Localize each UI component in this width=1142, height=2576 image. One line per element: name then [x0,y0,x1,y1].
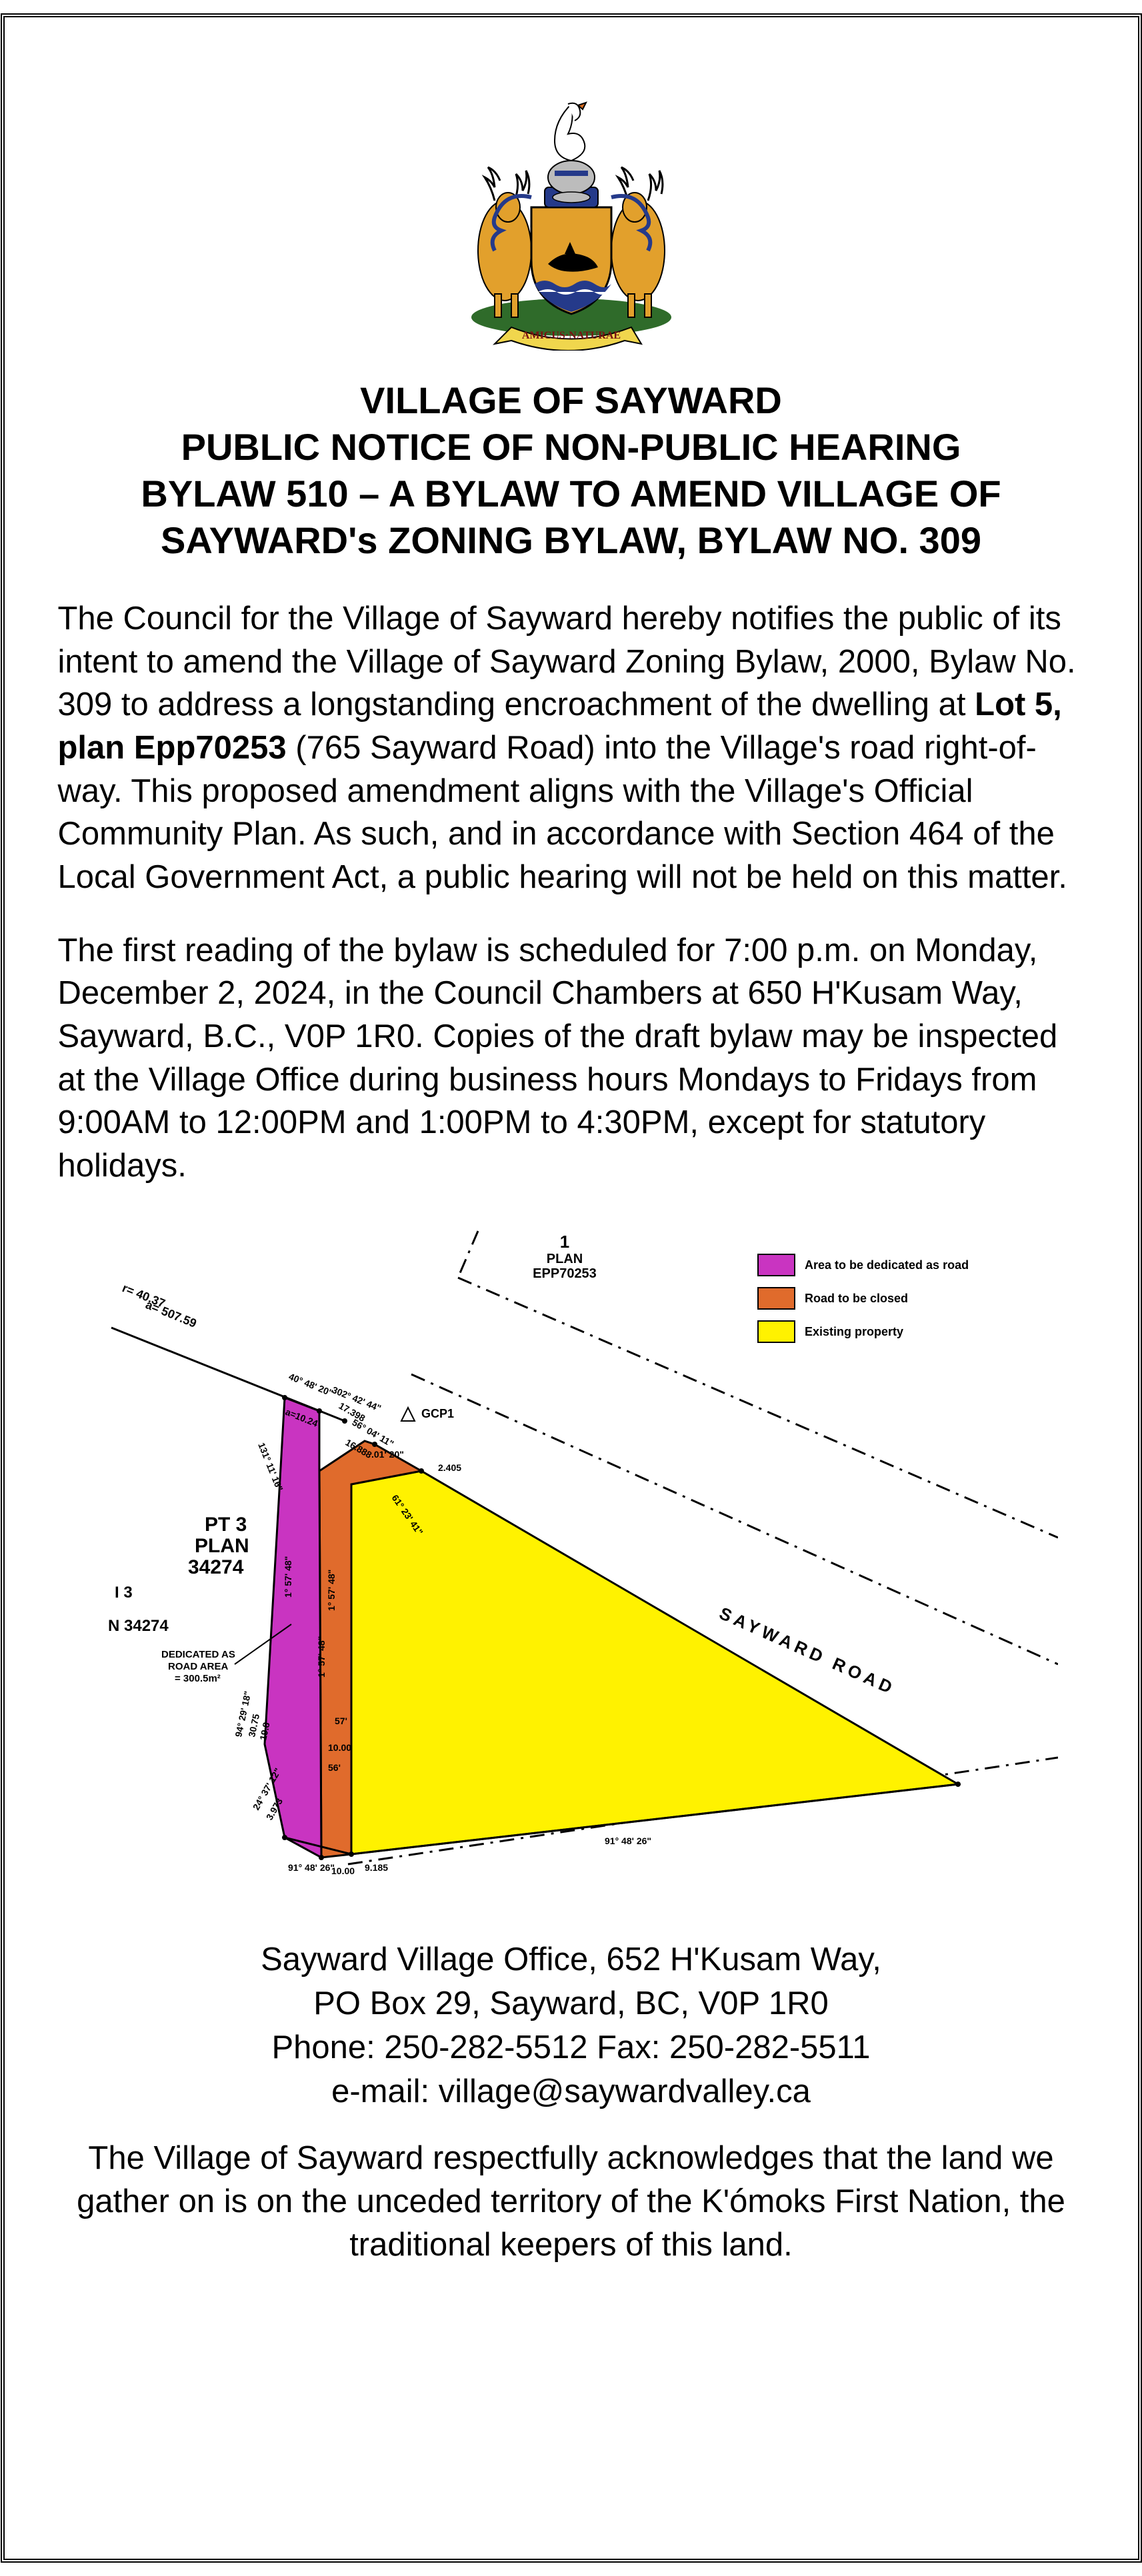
heading-line: SAYWARD's ZONING BYLAW, BYLAW NO. 309 [58,517,1085,564]
contact-line: e-mail: village@saywardvalley.ca [58,2069,1085,2113]
heading-line: BYLAW 510 – A BYLAW TO AMEND VILLAGE OF [58,471,1085,517]
svg-text:.01' 20": .01' 20" [371,1449,404,1460]
svg-text:91° 48' 26": 91° 48' 26" [605,1836,651,1846]
svg-text:40° 48' 20": 40° 48' 20" [287,1371,334,1398]
notice-document: AMICUS·NATURAE VILLAGE OF SAYWARD PUBLIC… [1,13,1142,2563]
n34274-label: N 34274 [108,1617,169,1635]
svg-text:PT 3: PT 3 [205,1514,247,1536]
svg-text:1° 57' 48": 1° 57' 48" [283,1556,293,1597]
village-crest-icon: AMICUS·NATURAE [448,64,695,351]
paragraph-1: The Council for the Village of Sayward h… [58,597,1085,899]
gcp1-marker [401,1408,415,1421]
svg-text:DEDICATED AS: DEDICATED AS [161,1649,235,1660]
pt3-label: PT 3 PLAN 34274 [188,1514,249,1578]
i3-label: I 3 [115,1584,133,1602]
svg-text:ROAD AREA: ROAD AREA [168,1661,228,1672]
heading-line: VILLAGE OF SAYWARD [58,377,1085,424]
svg-text:1: 1 [559,1232,569,1252]
crest-container: AMICUS·NATURAE [58,64,1085,351]
paragraph-2: The first reading of the bylaw is schedu… [58,929,1085,1188]
survey-map-diagram: Area to be dedicated as road Road to be … [85,1224,1058,1904]
svg-text:EPP70253: EPP70253 [533,1266,597,1281]
legend-closed-label: Road to be closed [805,1292,908,1305]
contact-line: PO Box 29, Sayward, BC, V0P 1R0 [58,1981,1085,2025]
svg-text:9.185: 9.185 [365,1862,388,1873]
heading-line: PUBLIC NOTICE OF NON-PUBLIC HEARING [58,424,1085,471]
legend-dedicated-label: Area to be dedicated as road [805,1258,969,1272]
dim-label: r= 40.37 [120,1281,167,1310]
gcp1-label: GCP1 [421,1407,454,1420]
legend-existing-label: Existing property [805,1325,903,1338]
svg-text:= 300.5m²: = 300.5m² [175,1673,221,1684]
para1-text: The Council for the Village of Sayward h… [58,601,1076,722]
svg-text:10.00: 10.00 [331,1866,355,1876]
svg-text:1° 57' 48": 1° 57' 48" [326,1569,337,1610]
svg-text:2.405: 2.405 [438,1462,461,1473]
svg-text:91° 48' 26": 91° 48' 26" [288,1862,335,1873]
svg-text:10.00: 10.00 [328,1742,351,1753]
survey-map-container: Area to be dedicated as road Road to be … [85,1224,1058,1904]
crest-motto: AMICUS·NATURAE [521,330,620,341]
land-acknowledgement: The Village of Sayward respectfully ackn… [58,2137,1085,2266]
contact-block: Sayward Village Office, 652 H'Kusam Way,… [58,1937,1085,2114]
svg-text:PLAN: PLAN [195,1535,249,1557]
contact-line: Phone: 250-282-5512 Fax: 250-282-5511 [58,2025,1085,2069]
svg-text:PLAN: PLAN [546,1252,582,1266]
svg-text:34274: 34274 [188,1556,244,1578]
notice-heading: VILLAGE OF SAYWARD PUBLIC NOTICE OF NON-… [58,377,1085,564]
contact-line: Sayward Village Office, 652 H'Kusam Way, [58,1937,1085,1981]
svg-text:57': 57' [335,1716,347,1726]
existing-property-polygon [351,1471,958,1854]
plan-reference: 1 PLAN EPP70253 [533,1232,597,1281]
map-legend: Area to be dedicated as road Road to be … [758,1254,969,1342]
svg-text:1° 57' 48": 1° 57' 48" [316,1636,327,1677]
svg-text:56': 56' [328,1762,341,1773]
